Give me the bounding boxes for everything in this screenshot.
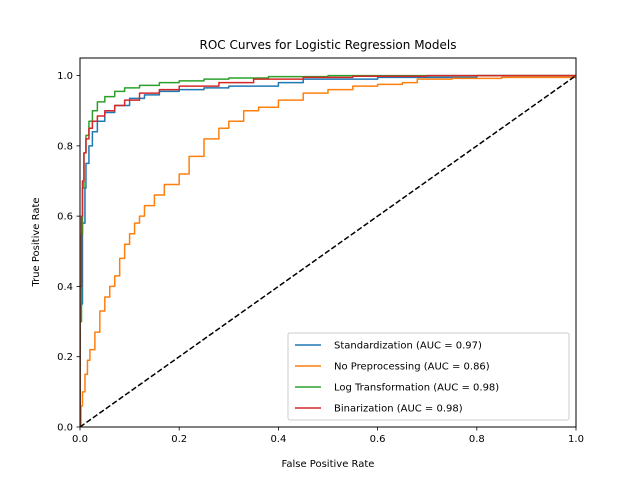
y-tick-label: 0.0 — [57, 423, 73, 434]
series-layer — [80, 74, 576, 427]
legend-label: Log Transformation (AUC = 0.98) — [334, 383, 499, 394]
y-tick-label: 0.4 — [57, 282, 73, 293]
x-axis-label: False Positive Rate — [282, 459, 375, 470]
x-axis-ticks: 0.0 0.2 0.4 0.6 0.8 1.0 — [72, 427, 584, 445]
legend: Standardization (AUC = 0.97) No Preproces… — [287, 332, 570, 421]
y-tick-label: 0.8 — [57, 141, 73, 152]
x-tick-label: 0.0 — [72, 434, 88, 445]
x-tick-label: 0.2 — [171, 434, 187, 445]
x-tick-label: 0.4 — [270, 434, 286, 445]
axes-frame — [79, 57, 577, 428]
x-tick-label: 0.6 — [370, 434, 386, 445]
legend-box — [287, 332, 570, 421]
chart-title: ROC Curves for Logistic Regression Model… — [200, 38, 457, 52]
x-tick-label: 1.0 — [568, 434, 584, 445]
legend-label: Binarization (AUC = 0.98) — [334, 404, 463, 415]
reference-diagonal-line — [80, 74, 576, 427]
x-tick-label: 0.8 — [469, 434, 485, 445]
y-tick-label: 0.6 — [57, 212, 73, 223]
series-line-3 — [80, 74, 576, 427]
y-tick-label: 0.2 — [57, 352, 73, 363]
y-axis-label: True Positive Rate — [31, 197, 42, 287]
series-line-2 — [80, 74, 576, 427]
y-axis-ticks: 0.0 0.2 0.4 0.6 0.8 1.0 — [57, 71, 80, 434]
y-tick-label: 1.0 — [57, 71, 73, 82]
legend-label: Standardization (AUC = 0.97) — [334, 341, 482, 352]
plot-area: 0.0 0.2 0.4 0.6 0.8 1.0 0.0 0.2 0.4 0.6 0.8 1.0 — [57, 57, 584, 445]
series-line-1 — [80, 75, 576, 427]
legend-label: No Preprocessing (AUC = 0.86) — [334, 362, 490, 373]
series-line-0 — [80, 74, 576, 427]
